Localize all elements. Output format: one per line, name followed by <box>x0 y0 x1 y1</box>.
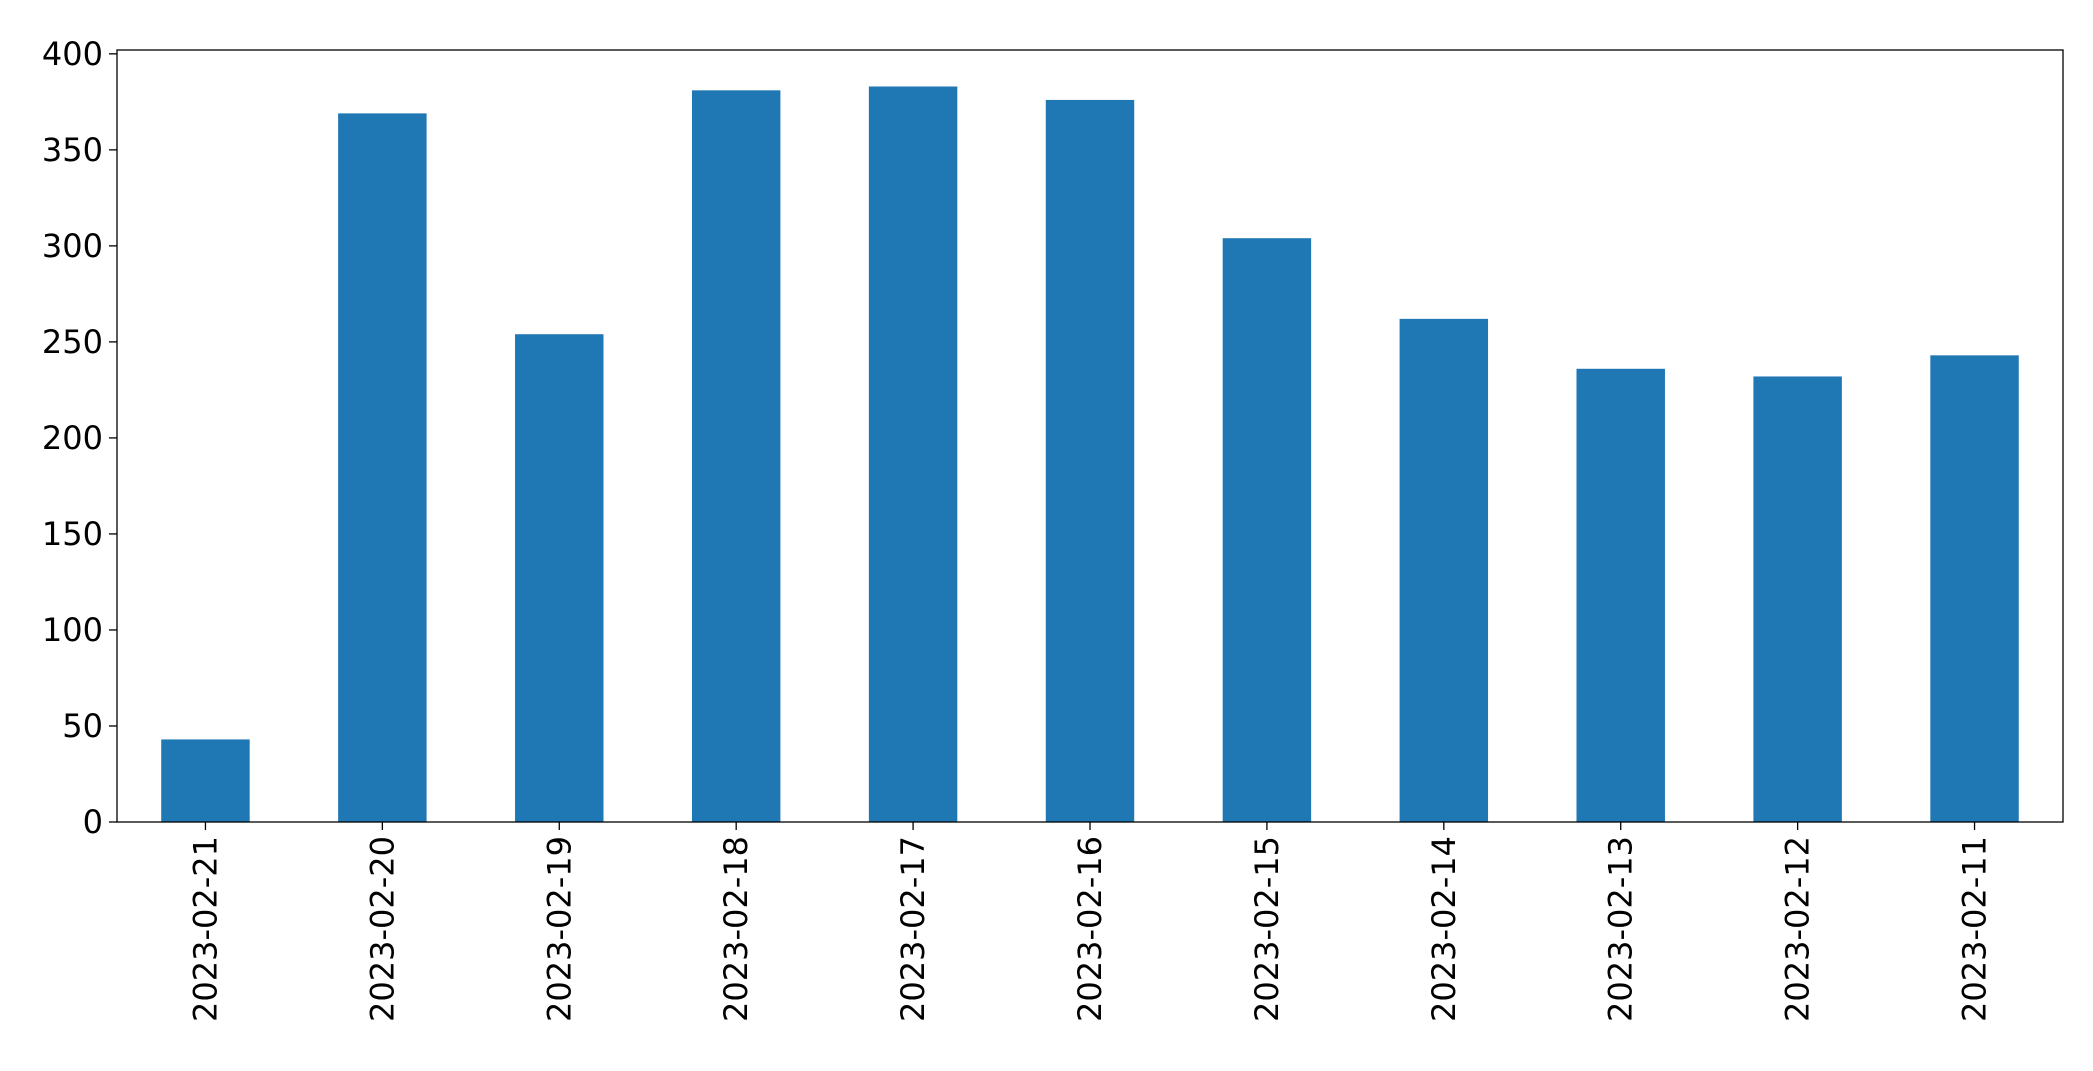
x-tick-label: 2023-02-15 <box>1248 836 1286 1022</box>
x-tick-label: 2023-02-14 <box>1425 836 1463 1022</box>
x-tick-label: 2023-02-16 <box>1071 836 1109 1022</box>
x-tick-label: 2023-02-11 <box>1956 836 1994 1022</box>
bar <box>691 90 781 822</box>
x-tick-label: 2023-02-19 <box>540 836 578 1022</box>
bar <box>515 334 604 822</box>
y-tick-label: 400 <box>42 35 103 73</box>
y-tick-label: 300 <box>42 227 103 265</box>
bar <box>1576 368 1665 822</box>
y-tick-label: 350 <box>42 131 103 169</box>
y-tick-label: 200 <box>42 419 103 457</box>
bar <box>1045 99 1135 822</box>
bar <box>1753 376 1842 822</box>
y-tick-label: 50 <box>62 707 103 745</box>
bar <box>1399 318 1489 822</box>
x-tick-label: 2023-02-17 <box>894 836 932 1022</box>
bar <box>868 86 958 823</box>
bar <box>338 113 427 823</box>
bar <box>1222 238 1312 823</box>
x-tick-label: 2023-02-12 <box>1779 836 1817 1022</box>
x-tick-label: 2023-02-18 <box>717 836 755 1022</box>
x-tick-label: 2023-02-21 <box>186 836 224 1022</box>
x-tick-label: 2023-02-13 <box>1602 836 1640 1022</box>
y-tick-label: 100 <box>42 611 103 649</box>
bar <box>1930 355 2019 822</box>
y-tick-label: 0 <box>83 803 103 841</box>
y-tick-label: 150 <box>42 515 103 553</box>
bar <box>161 739 250 822</box>
plot-frame <box>116 49 2064 823</box>
y-tick-label: 250 <box>42 323 103 361</box>
x-tick-label: 2023-02-20 <box>363 836 401 1022</box>
